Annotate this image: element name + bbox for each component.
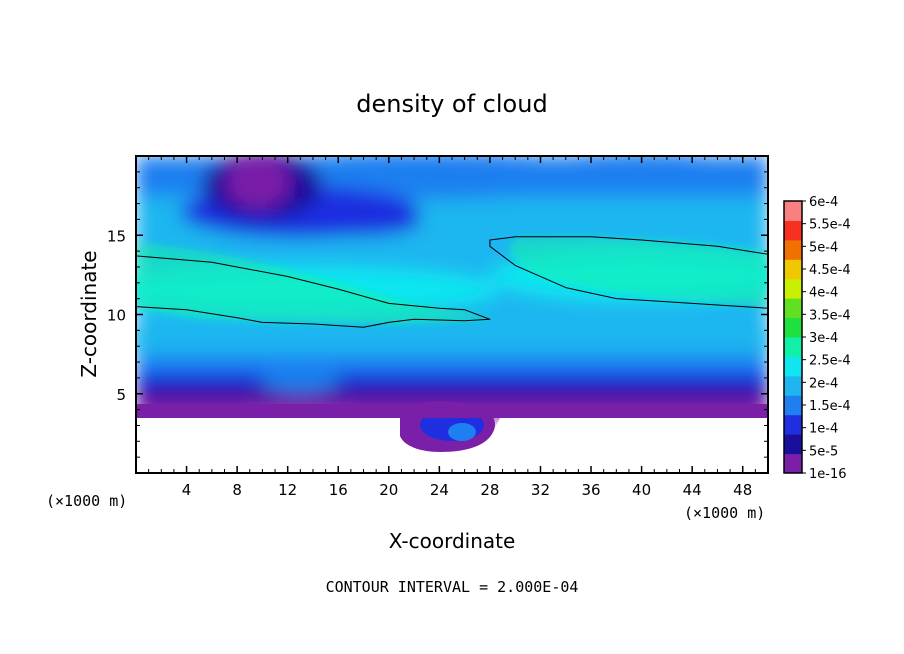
contour-interval-note: CONTOUR INTERVAL = 2.000E-04 [326, 578, 579, 596]
colorbar-level-label: 3e-4 [809, 331, 838, 346]
y-unit-label: (×1000 m) [46, 492, 127, 510]
colorbar-swatch [784, 414, 802, 435]
x-tick-label: 48 [733, 481, 752, 499]
colorbar-swatch [784, 434, 802, 455]
colorbar-level-label: 1e-16 [809, 467, 847, 482]
colorbar-level-label: 4.5e-4 [809, 263, 851, 278]
contour-line [135, 255, 491, 328]
x-tick-label: 24 [430, 481, 449, 499]
y-tick-label: 5 [116, 386, 126, 404]
colorbar-level-label: 1.5e-4 [809, 399, 851, 414]
x-unit-label: (×1000 m) [684, 504, 765, 522]
x-tick-label: 36 [581, 481, 600, 499]
colorbar-level-label: 2.5e-4 [809, 354, 851, 369]
colorbar-swatch [784, 317, 802, 338]
colorbar-level-label: 1e-4 [809, 422, 838, 437]
y-tick-label: 10 [107, 307, 126, 325]
colorbar-swatch [784, 239, 802, 260]
colorbar-swatch [784, 337, 802, 357]
x-tick-label: 28 [480, 481, 499, 499]
contour-line [489, 236, 769, 309]
x-tick-label: 40 [632, 481, 651, 499]
x-tick-label: 16 [329, 481, 348, 499]
colorbar-swatch [784, 356, 802, 377]
colorbar-swatch [784, 220, 802, 241]
colorbar-level-label: 3.5e-4 [809, 308, 851, 323]
colorbar-swatch [784, 201, 802, 221]
colorbar-swatch [784, 375, 802, 396]
x-tick-label: 44 [683, 481, 702, 499]
colorbar-swatch [784, 278, 802, 299]
colorbar: 1e-16 5e-5 1e-4 1.5e-4 2e-4 2.5e-4 3e-4 3.5e-4 4… [783, 195, 851, 482]
chart-title: density of cloud [356, 90, 547, 118]
colorbar-level-label: 5e-4 [809, 240, 838, 255]
colorbar-level-label: 2e-4 [809, 376, 838, 391]
x-tick-label: 8 [232, 481, 242, 499]
colorbar-level-label: 5.5e-4 [809, 218, 851, 233]
colorbar-swatch [784, 298, 802, 319]
x-tick-label: 4 [182, 481, 192, 499]
contour-lines [135, 236, 769, 328]
density-field [136, 156, 768, 473]
colorbar-level-label: 5e-5 [809, 444, 838, 459]
cloud-base-mask [136, 401, 768, 473]
colorbar-swatch [784, 259, 802, 280]
x-tick-label: 32 [531, 481, 550, 499]
colorbar-level-label: 6e-4 [809, 195, 838, 210]
y-tick-label: 15 [107, 227, 126, 245]
y-axis-label: Z-coordinate [77, 250, 101, 377]
colorbar-level-label: 4e-4 [809, 286, 838, 301]
x-tick-label: 12 [278, 481, 297, 499]
colorbar-swatch [784, 453, 802, 474]
x-axis-label: X-coordinate [389, 529, 516, 553]
colorbar-swatch [784, 395, 802, 416]
x-tick-label: 20 [379, 481, 398, 499]
